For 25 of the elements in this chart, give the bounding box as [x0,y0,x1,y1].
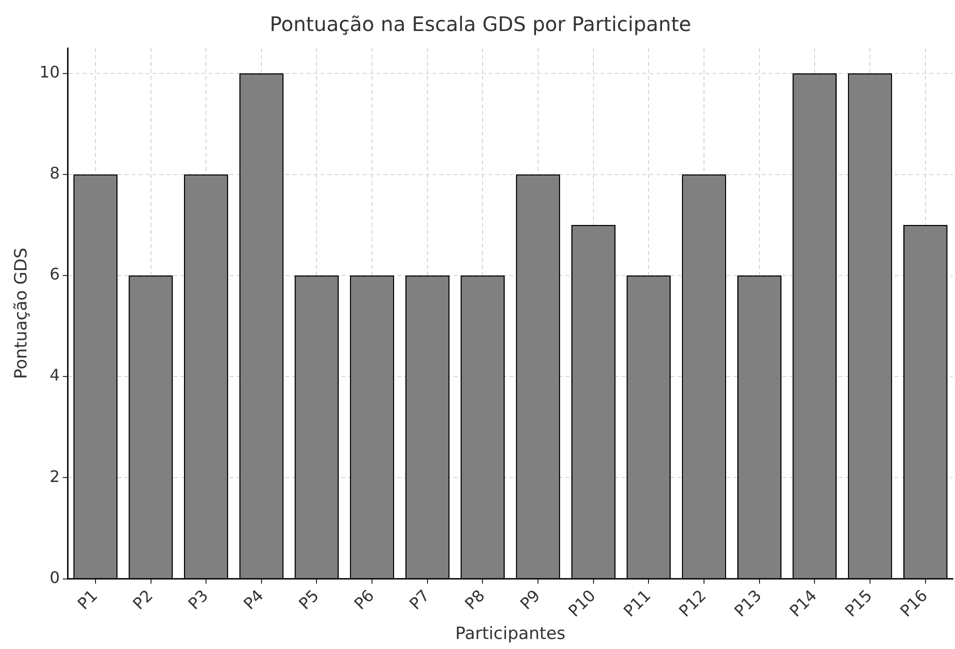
x-tick-label: P15 [841,586,876,621]
x-tick-label: P9 [516,586,544,614]
x-tick-label: P3 [184,586,212,614]
y-tick-label: 10 [39,62,60,82]
y-tick-label: 2 [50,466,60,486]
y-tick-label: 6 [50,264,60,284]
x-axis-title: Participantes [455,624,566,644]
x-tick-label: P2 [129,586,157,614]
x-tick-label: P14 [786,586,820,621]
x-tick-label: P1 [74,586,102,614]
x-tick-label: P10 [564,586,600,621]
x-tick-label: P6 [350,586,378,614]
x-tick-label: P16 [896,586,932,621]
x-tick-label: P8 [461,586,488,614]
x-tick-label: P12 [675,586,710,621]
y-tick-label: 4 [50,366,60,385]
x-tick-label: P13 [730,586,766,621]
x-tick-label: P7 [406,586,434,614]
y-tick-label: 8 [50,164,60,183]
x-tick-label: P4 [240,586,268,614]
y-axis-title: Pontuação GDS [12,248,32,380]
x-tick-label: P5 [295,586,322,614]
y-tick-label: 0 [50,568,60,587]
x-tick-label: P11 [620,586,654,621]
chart-title: Pontuação na Escala GDS por Participante [270,12,692,36]
